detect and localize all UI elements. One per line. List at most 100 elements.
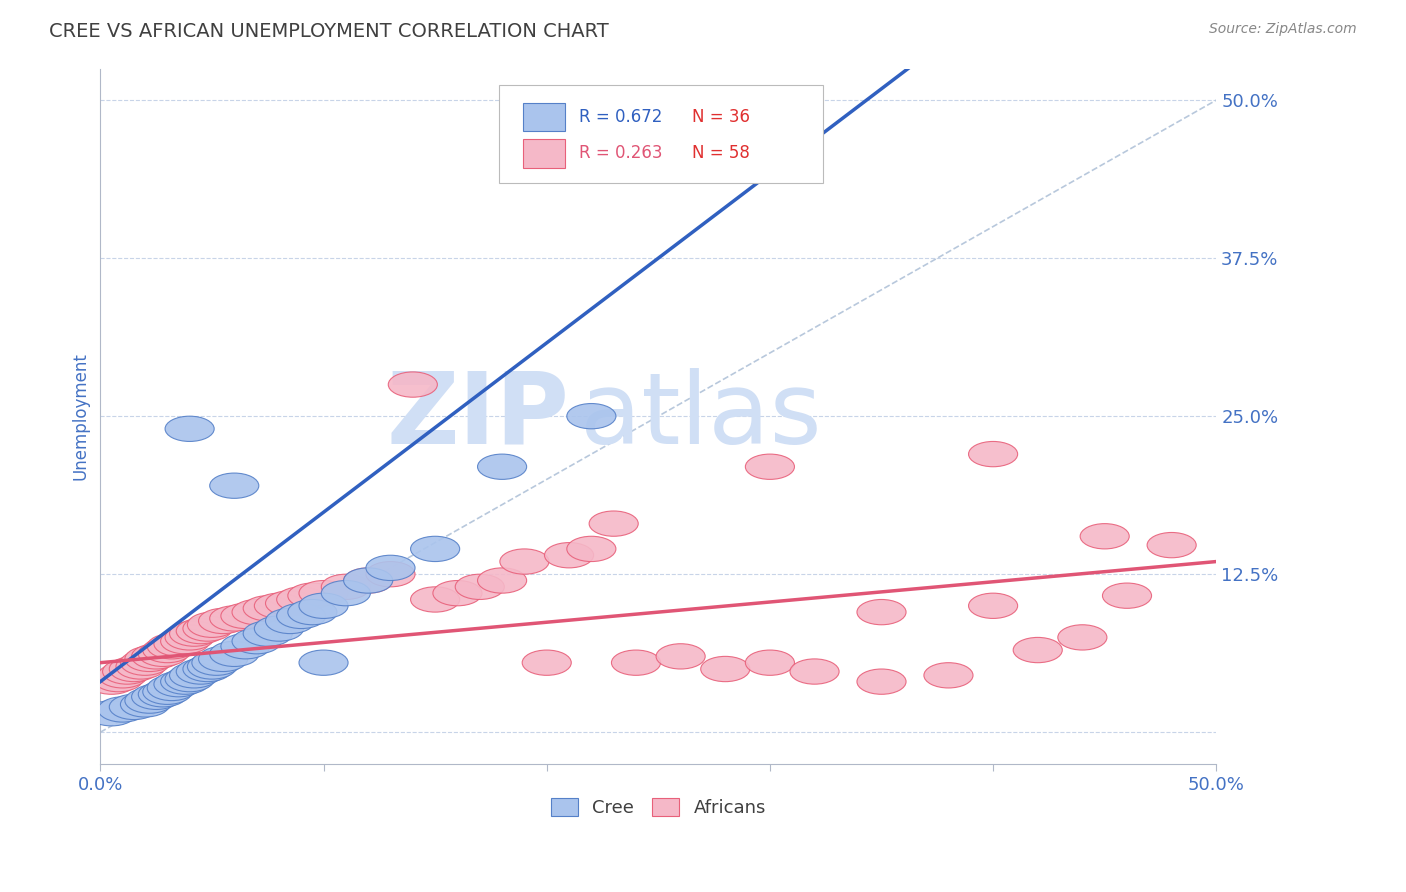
Ellipse shape xyxy=(288,583,337,608)
Ellipse shape xyxy=(411,587,460,612)
Ellipse shape xyxy=(1102,583,1152,608)
Ellipse shape xyxy=(254,593,304,618)
Ellipse shape xyxy=(254,615,304,641)
Ellipse shape xyxy=(153,631,202,657)
Text: ZIP: ZIP xyxy=(387,368,569,465)
Ellipse shape xyxy=(288,599,337,624)
Ellipse shape xyxy=(232,599,281,624)
Ellipse shape xyxy=(191,650,240,675)
Ellipse shape xyxy=(745,454,794,479)
Ellipse shape xyxy=(138,641,187,666)
Ellipse shape xyxy=(98,663,148,688)
Ellipse shape xyxy=(187,654,236,679)
Ellipse shape xyxy=(103,659,152,684)
Ellipse shape xyxy=(277,603,326,629)
Ellipse shape xyxy=(110,657,159,681)
Ellipse shape xyxy=(170,621,219,647)
Ellipse shape xyxy=(790,659,839,684)
Ellipse shape xyxy=(198,647,247,672)
Ellipse shape xyxy=(478,454,527,479)
Ellipse shape xyxy=(322,581,370,606)
Ellipse shape xyxy=(745,650,794,675)
Ellipse shape xyxy=(266,608,315,633)
Ellipse shape xyxy=(366,562,415,587)
Ellipse shape xyxy=(299,650,349,675)
Ellipse shape xyxy=(221,633,270,659)
Ellipse shape xyxy=(232,629,281,654)
Ellipse shape xyxy=(132,684,181,709)
Ellipse shape xyxy=(567,536,616,562)
Ellipse shape xyxy=(322,574,370,599)
Ellipse shape xyxy=(160,629,209,654)
Text: N = 58: N = 58 xyxy=(692,145,749,162)
Ellipse shape xyxy=(243,596,292,621)
Text: Source: ZipAtlas.com: Source: ZipAtlas.com xyxy=(1209,22,1357,37)
Ellipse shape xyxy=(143,638,191,663)
Ellipse shape xyxy=(165,417,214,442)
Ellipse shape xyxy=(170,663,219,688)
Ellipse shape xyxy=(183,615,232,641)
Ellipse shape xyxy=(143,679,191,705)
Ellipse shape xyxy=(1057,624,1107,650)
Ellipse shape xyxy=(411,536,460,562)
Ellipse shape xyxy=(589,511,638,536)
Ellipse shape xyxy=(121,692,170,717)
Ellipse shape xyxy=(856,669,905,694)
Ellipse shape xyxy=(209,606,259,631)
Ellipse shape xyxy=(98,697,148,723)
Ellipse shape xyxy=(132,644,181,669)
Ellipse shape xyxy=(544,542,593,568)
Ellipse shape xyxy=(148,675,197,700)
Ellipse shape xyxy=(187,612,236,638)
Ellipse shape xyxy=(94,666,143,692)
Ellipse shape xyxy=(969,593,1018,618)
Ellipse shape xyxy=(1147,533,1197,558)
Ellipse shape xyxy=(501,549,548,574)
Y-axis label: Unemployment: Unemployment xyxy=(72,352,89,480)
Ellipse shape xyxy=(299,593,349,618)
Ellipse shape xyxy=(277,587,326,612)
Ellipse shape xyxy=(522,650,571,675)
Ellipse shape xyxy=(388,372,437,397)
Ellipse shape xyxy=(700,657,749,681)
Ellipse shape xyxy=(87,669,136,694)
Ellipse shape xyxy=(969,442,1018,467)
Ellipse shape xyxy=(160,669,209,694)
Ellipse shape xyxy=(612,650,661,675)
Ellipse shape xyxy=(121,650,170,675)
Ellipse shape xyxy=(856,599,905,624)
Ellipse shape xyxy=(1014,638,1063,663)
Ellipse shape xyxy=(243,621,292,647)
Ellipse shape xyxy=(198,608,247,633)
Ellipse shape xyxy=(165,624,214,650)
Ellipse shape xyxy=(148,633,197,659)
Ellipse shape xyxy=(165,666,214,692)
Ellipse shape xyxy=(266,591,315,615)
Ellipse shape xyxy=(366,555,415,581)
Legend: Cree, Africans: Cree, Africans xyxy=(543,791,773,824)
Ellipse shape xyxy=(433,581,482,606)
Ellipse shape xyxy=(125,647,174,672)
Ellipse shape xyxy=(343,568,392,593)
Text: R = 0.263: R = 0.263 xyxy=(579,145,662,162)
Ellipse shape xyxy=(567,403,616,429)
Text: R = 0.672: R = 0.672 xyxy=(579,108,662,126)
Ellipse shape xyxy=(657,644,706,669)
Ellipse shape xyxy=(176,659,225,684)
Ellipse shape xyxy=(924,663,973,688)
Ellipse shape xyxy=(176,618,225,644)
Ellipse shape xyxy=(87,700,136,726)
Text: N = 36: N = 36 xyxy=(692,108,749,126)
Ellipse shape xyxy=(343,568,392,593)
Ellipse shape xyxy=(299,581,349,606)
Ellipse shape xyxy=(138,681,187,707)
Ellipse shape xyxy=(125,688,174,714)
Text: CREE VS AFRICAN UNEMPLOYMENT CORRELATION CHART: CREE VS AFRICAN UNEMPLOYMENT CORRELATION… xyxy=(49,22,609,41)
Ellipse shape xyxy=(209,641,259,666)
Ellipse shape xyxy=(1080,524,1129,549)
Ellipse shape xyxy=(221,603,270,629)
Ellipse shape xyxy=(478,568,527,593)
Ellipse shape xyxy=(209,473,259,499)
Ellipse shape xyxy=(110,694,159,720)
Ellipse shape xyxy=(456,574,505,599)
